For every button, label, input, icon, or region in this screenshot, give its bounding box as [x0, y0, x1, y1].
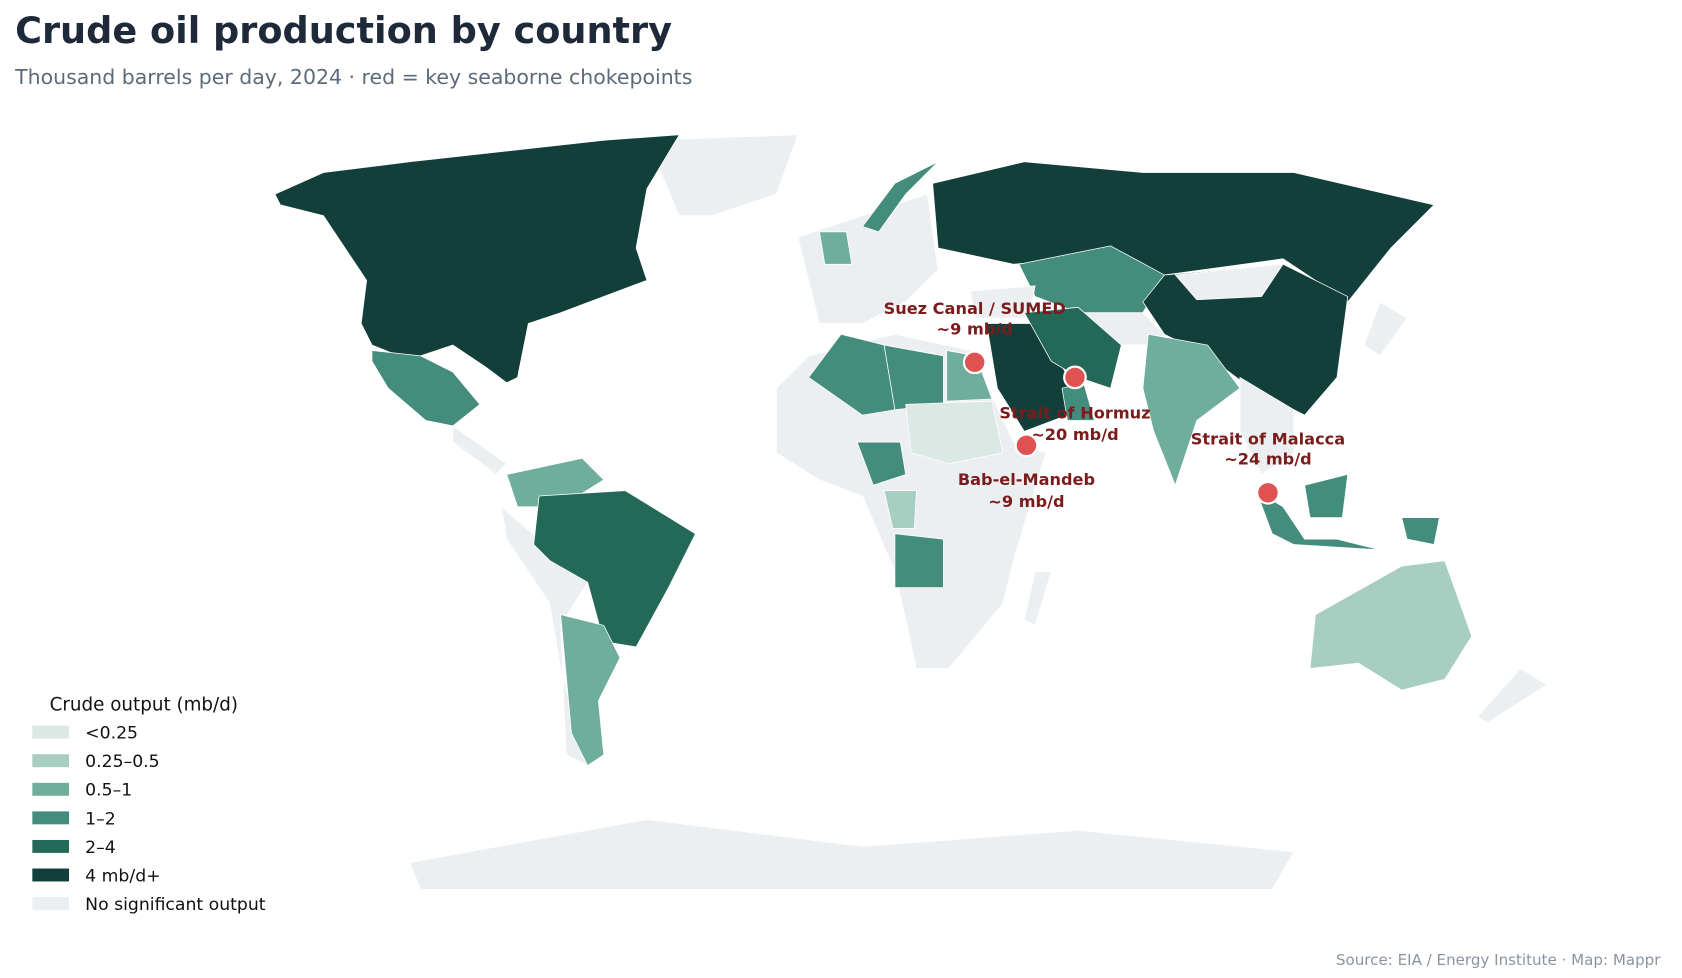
region [932, 161, 1435, 303]
legend-label: 4 mb/d+ [85, 866, 160, 886]
chokepoint-name: Suez Canal / SUMED [884, 299, 1066, 318]
region [1023, 571, 1052, 626]
region [883, 490, 917, 529]
chokepoint-marker [1063, 365, 1087, 390]
region [1363, 301, 1408, 357]
region [1255, 489, 1381, 551]
legend-title: Crude output (mb/d) [50, 695, 238, 716]
legend-swatch [32, 868, 70, 882]
region [1142, 333, 1241, 487]
chokepoint-name: Strait of Hormuz [999, 403, 1150, 422]
chokepoint-flow: ~9 mb/d [937, 319, 1013, 338]
legend-swatch [32, 811, 70, 825]
region [894, 533, 944, 589]
chokepoint-name: Strait of Malacca [1191, 429, 1345, 448]
region [905, 400, 1004, 465]
legend-label: No significant output [85, 895, 266, 915]
legend-swatch [32, 725, 70, 739]
chokepoint-flow: ~9 mb/d [988, 492, 1064, 511]
chokepoint-marker [1256, 480, 1280, 505]
region [560, 614, 621, 767]
chokepoint-marker [962, 350, 987, 375]
title: Crude oil production by country [15, 9, 672, 52]
subtitle: Thousand barrels per day, 2024 · red = k… [14, 65, 692, 89]
region [533, 490, 696, 648]
legend-label: 1–2 [85, 809, 116, 829]
region [452, 425, 508, 475]
legend-swatch [32, 897, 70, 911]
region [274, 134, 680, 384]
region [1239, 376, 1295, 475]
region [883, 344, 944, 411]
region [861, 161, 939, 233]
countries [274, 134, 1548, 890]
region [1401, 517, 1440, 545]
chokepoint-name: Bab-el-Mandeb [958, 470, 1095, 489]
region [1174, 263, 1284, 301]
legend-swatch [32, 754, 70, 768]
region [371, 350, 481, 427]
region [646, 134, 799, 217]
region [818, 231, 853, 265]
legend-label: 0.25–0.5 [85, 752, 159, 772]
legend-label: 2–4 [85, 838, 116, 858]
legend-label: <0.25 [85, 724, 138, 744]
source: Source: EIA / Energy Institute · Map: Ma… [1336, 951, 1661, 969]
chokepoints: Suez Canal / SUMED ~9 mb/d Strait of Hor… [884, 299, 1346, 511]
region [856, 441, 907, 486]
legend-label: 0.5–1 [85, 781, 132, 801]
chokepoint-flow: ~24 mb/d [1224, 450, 1312, 469]
chokepoint-flow: ~20 mb/d [1031, 425, 1119, 444]
region [1304, 473, 1349, 518]
chokepoint-marker [1014, 433, 1039, 458]
legend-swatch [32, 782, 70, 796]
legend: Crude output (mb/d) <0.25 0.25–0.5 0.5–1 1–… [32, 695, 266, 915]
region [1023, 306, 1122, 389]
region [946, 349, 993, 402]
region [1476, 668, 1548, 723]
region [1309, 560, 1473, 691]
region [797, 193, 939, 324]
legend-swatch [32, 839, 70, 853]
region [409, 819, 1295, 890]
